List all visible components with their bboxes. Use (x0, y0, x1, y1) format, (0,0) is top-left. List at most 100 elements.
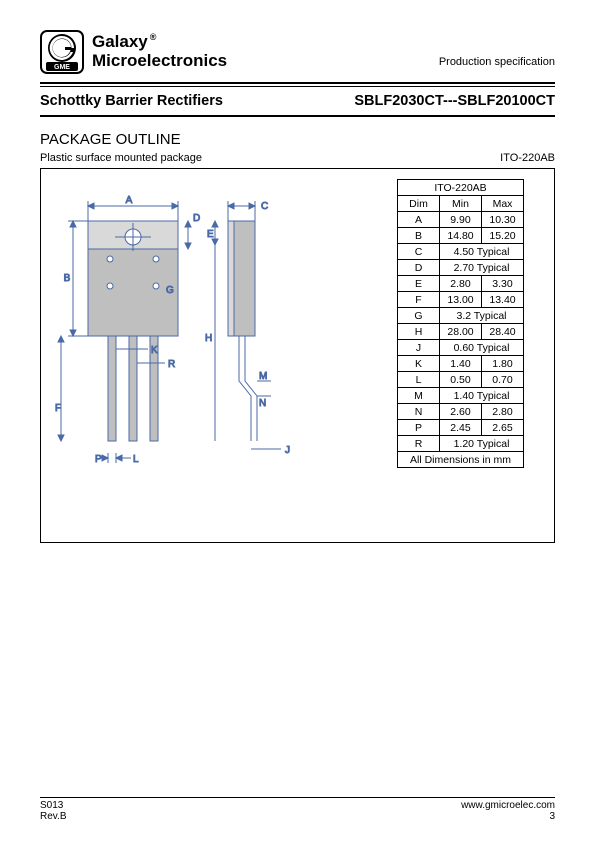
svg-text:M: M (259, 371, 267, 382)
table-row: P2.452.65 (398, 420, 524, 436)
cell-max: 10.30 (482, 212, 524, 228)
page-number: 3 (461, 811, 555, 822)
cell-dim: L (398, 372, 440, 388)
reg-mark: ® (150, 32, 157, 42)
cell-max: 1.80 (482, 356, 524, 372)
table-row: F13.0013.40 (398, 292, 524, 308)
cell-dim: D (398, 260, 440, 276)
svg-text:R: R (168, 359, 175, 370)
cell-dim: F (398, 292, 440, 308)
cell-min: 14.80 (440, 228, 482, 244)
table-row: D2.70 Typical (398, 260, 524, 276)
section-subrow: Plastic surface mounted package ITO-220A… (40, 152, 555, 164)
table-row: M1.40 Typical (398, 388, 524, 404)
svg-text:F: F (55, 403, 61, 414)
cell-typical: 4.50 Typical (440, 244, 524, 260)
product-family: Schottky Barrier Rectifiers (40, 93, 223, 109)
svg-text:C: C (261, 201, 268, 212)
svg-text:N: N (259, 398, 266, 409)
website: www.gmicroelec.com (461, 800, 555, 811)
cell-typical: 0.60 Typical (440, 340, 524, 356)
table-row: H28.0028.40 (398, 324, 524, 340)
cell-typical: 1.20 Typical (440, 436, 524, 452)
table-title: ITO-220AB (398, 180, 524, 196)
company-line1: Galaxy (92, 32, 148, 51)
svg-text:L: L (133, 454, 139, 465)
cell-dim: B (398, 228, 440, 244)
table-row: R1.20 Typical (398, 436, 524, 452)
cell-dim: C (398, 244, 440, 260)
cell-typical: 3.2 Typical (440, 308, 524, 324)
footer-right: www.gmicroelec.com 3 (461, 800, 555, 822)
cell-dim: R (398, 436, 440, 452)
cell-max: 0.70 (482, 372, 524, 388)
part-numbers: SBLF2030CT---SBLF20100CT (354, 93, 555, 109)
cell-min: 0.50 (440, 372, 482, 388)
table-row: E2.803.30 (398, 276, 524, 292)
company-name: Galaxy® Microelectronics (92, 33, 227, 70)
package-code: ITO-220AB (500, 152, 555, 164)
svg-text:GME: GME (54, 64, 70, 71)
cell-min: 2.80 (440, 276, 482, 292)
divider (40, 82, 555, 84)
table-row: N2.602.80 (398, 404, 524, 420)
cell-min: 1.40 (440, 356, 482, 372)
doc-rev: Rev.B (40, 811, 67, 822)
svg-text:E: E (207, 229, 214, 240)
cell-max: 15.20 (482, 228, 524, 244)
cell-max: 28.40 (482, 324, 524, 340)
cell-dim: N (398, 404, 440, 420)
cell-typical: 2.70 Typical (440, 260, 524, 276)
col-dim: Dim (398, 196, 440, 212)
svg-text:B: B (64, 273, 71, 284)
table-row: K1.401.80 (398, 356, 524, 372)
cell-dim: A (398, 212, 440, 228)
cell-dim: G (398, 308, 440, 324)
table-row: C4.50 Typical (398, 244, 524, 260)
cell-min: 2.60 (440, 404, 482, 420)
cell-max: 13.40 (482, 292, 524, 308)
cell-typical: 1.40 Typical (440, 388, 524, 404)
cell-dim: J (398, 340, 440, 356)
dimensions-table: ITO-220AB Dim Min Max A9.9010.30B14.8015… (397, 179, 524, 468)
cell-dim: P (398, 420, 440, 436)
company-logo-icon: GME (40, 30, 84, 74)
logo-block: GME Galaxy® Microelectronics (40, 30, 227, 74)
table-row: A9.9010.30 (398, 212, 524, 228)
package-outline-box: A B F D G K R (40, 168, 555, 543)
cell-dim: E (398, 276, 440, 292)
cell-min: 13.00 (440, 292, 482, 308)
cell-min: 2.45 (440, 420, 482, 436)
svg-text:D: D (193, 213, 200, 224)
cell-max: 2.80 (482, 404, 524, 420)
package-diagram: A B F D G K R (53, 181, 313, 531)
title-row: Schottky Barrier Rectifiers SBLF2030CT--… (40, 87, 555, 117)
svg-text:G: G (166, 285, 174, 296)
svg-text:J: J (285, 445, 290, 456)
cell-max: 3.30 (482, 276, 524, 292)
cell-max: 2.65 (482, 420, 524, 436)
cell-dim: H (398, 324, 440, 340)
company-line2: Microelectronics (92, 52, 227, 71)
svg-text:P: P (95, 454, 102, 465)
production-spec-label: Production specification (439, 56, 555, 68)
table-row: J0.60 Typical (398, 340, 524, 356)
cell-dim: K (398, 356, 440, 372)
svg-text:K: K (151, 345, 158, 356)
table-row: L0.500.70 (398, 372, 524, 388)
footer-left: S013 Rev.B (40, 800, 67, 822)
cell-min: 28.00 (440, 324, 482, 340)
section-title: PACKAGE OUTLINE (40, 131, 555, 148)
svg-text:H: H (205, 333, 212, 344)
doc-code: S013 (40, 800, 67, 811)
page-footer: S013 Rev.B www.gmicroelec.com 3 (40, 797, 555, 822)
col-max: Max (482, 196, 524, 212)
table-row: B14.8015.20 (398, 228, 524, 244)
cell-min: 9.90 (440, 212, 482, 228)
cell-dim: M (398, 388, 440, 404)
package-desc: Plastic surface mounted package (40, 152, 202, 164)
svg-text:A: A (126, 195, 133, 206)
header: GME Galaxy® Microelectronics Production … (40, 30, 555, 80)
table-footer: All Dimensions in mm (398, 452, 524, 468)
col-min: Min (440, 196, 482, 212)
